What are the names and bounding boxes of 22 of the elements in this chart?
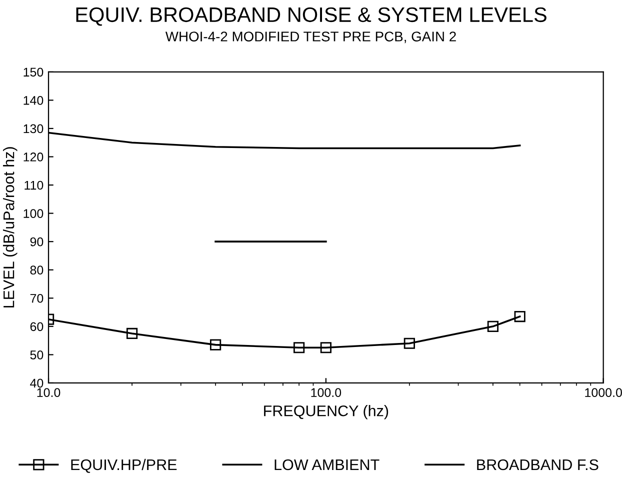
y-tick-label: 60	[30, 322, 44, 332]
x-axis-title: FREQUENCY (hz)	[264, 405, 388, 420]
y-tick-label: 140	[24, 96, 44, 105]
y-tick-label: 150	[24, 68, 44, 77]
y-tick-label: 40	[30, 378, 44, 388]
x-tick-label: 1000.0	[585, 388, 622, 398]
x-tick-label: 10.0	[37, 388, 60, 398]
legend-label: BROADBAND F.S	[477, 459, 598, 470]
x-tick-label: 100.0	[311, 388, 342, 398]
legend-label: EQUIV.HP/PRE	[71, 458, 177, 473]
y-tick-label: 130	[24, 124, 44, 134]
chart-title: EQUIV. BROADBAND NOISE & SYSTEM LEVELS	[76, 7, 546, 26]
y-tick-label: 120	[24, 152, 44, 162]
y-axis-title: LEVEL (dB/uPa/root hz)	[3, 147, 18, 308]
legend-label: LOW AMBIENT	[274, 459, 380, 470]
y-tick-label: 50	[30, 350, 44, 360]
y-tick-label: 80	[30, 266, 44, 275]
y-tick-label: 90	[30, 237, 44, 246]
y-tick-label: 110	[24, 180, 44, 190]
chart-subtitle: WHOI-4-2 MODIFIED TEST PRE PCB, GAIN 2	[165, 32, 456, 44]
y-tick-label: 70	[30, 294, 44, 303]
y-tick-label: 100	[24, 209, 44, 218]
